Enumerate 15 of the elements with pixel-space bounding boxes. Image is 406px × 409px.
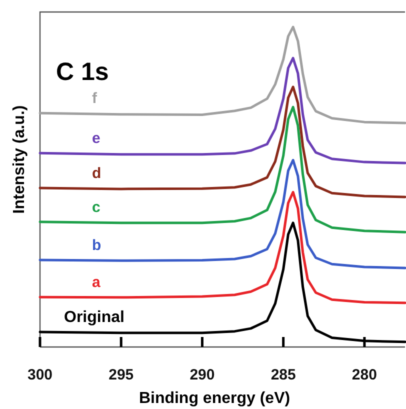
y-axis-title: Intensity (a.u.) — [11, 105, 28, 214]
x-tick-label: 285 — [270, 366, 296, 384]
series-label: f — [92, 90, 98, 108]
series-label: e — [92, 130, 100, 148]
series-label: a — [92, 274, 101, 292]
x-axis-title: Binding energy (eV) — [138, 390, 290, 407]
series-label: b — [92, 236, 102, 254]
x-tick-label: 290 — [190, 366, 215, 384]
series-label: Original — [64, 308, 124, 326]
x-tick-label: 295 — [108, 366, 134, 384]
x-tick-label: 280 — [352, 366, 377, 384]
text: C 1s — [56, 58, 109, 86]
series-label: c — [92, 198, 100, 216]
series-label: d — [92, 164, 102, 182]
x-tick-label: 300 — [27, 366, 53, 384]
